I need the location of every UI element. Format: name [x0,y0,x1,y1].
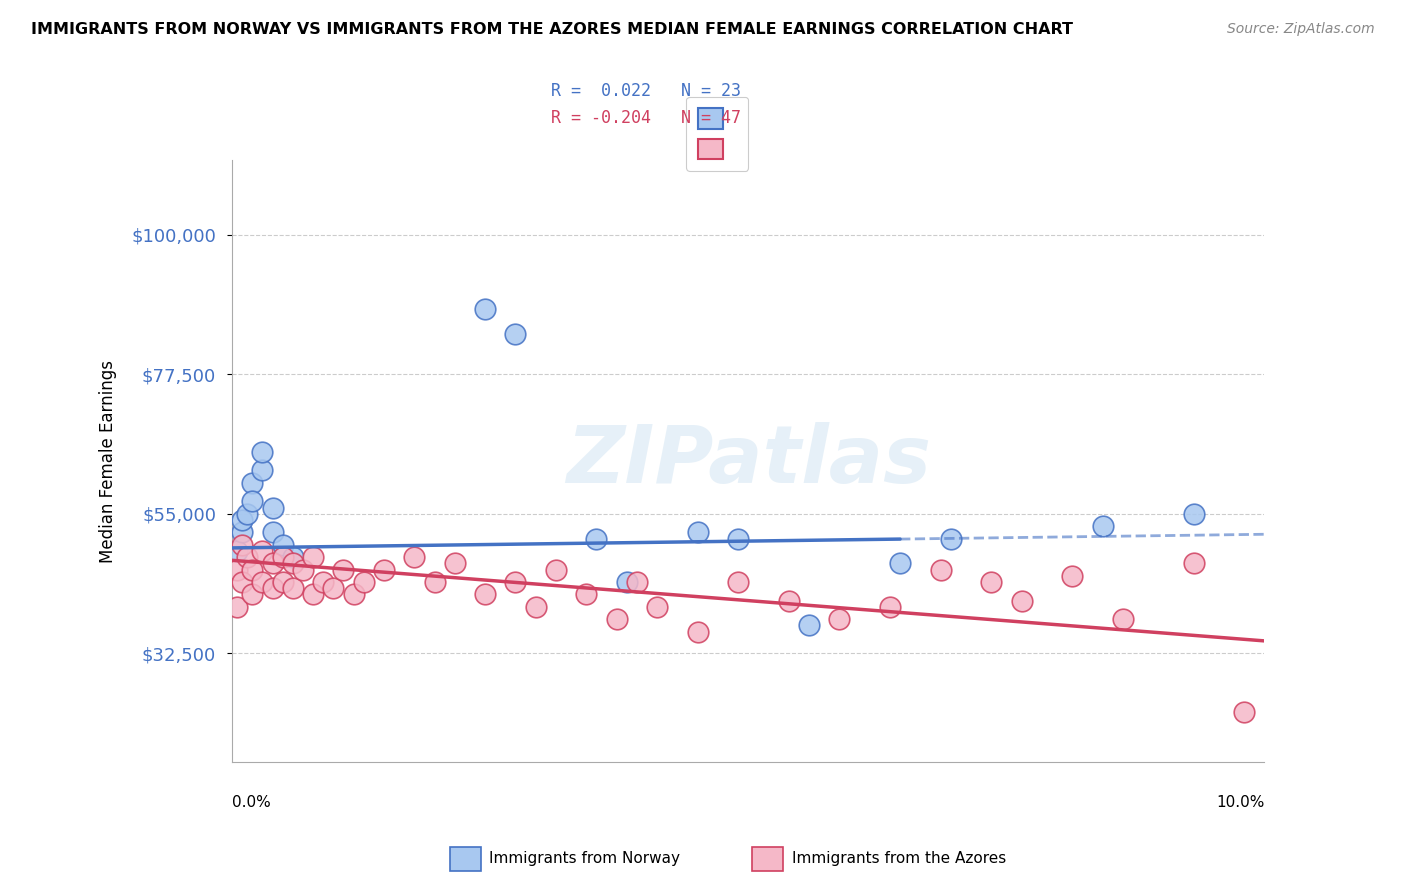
Point [231,513,253,527]
Text: 10.0%: 10.0% [1216,795,1264,810]
Point [727,574,749,589]
Point [616,574,638,589]
Point [474,302,496,317]
Text: Immigrants from the Azores: Immigrants from the Azores [792,851,1005,865]
Point [939,532,962,546]
Point [544,563,567,577]
Point [231,525,253,540]
Point [240,587,263,601]
Point [332,563,354,577]
Point [828,612,851,626]
Point [524,599,547,614]
Point [281,550,304,565]
Point [302,587,325,601]
Point [686,525,709,540]
Text: Immigrants from Norway: Immigrants from Norway [489,851,681,865]
Point [645,599,668,614]
Point [302,550,325,565]
Text: R =  0.022   N = 23: R = 0.022 N = 23 [551,82,741,100]
Point [727,532,749,546]
Point [252,463,274,477]
Point [231,574,253,589]
Point [342,587,364,601]
Point [236,507,259,521]
Point [505,326,527,341]
Point [281,581,304,595]
Point [1091,519,1114,533]
Point [1182,557,1205,571]
Point [423,574,446,589]
Point [980,574,1002,589]
Point [252,445,274,459]
Point [262,500,284,515]
Point [226,544,249,558]
Point [252,544,274,558]
Point [353,574,375,589]
Point [226,563,249,577]
Point [505,574,527,589]
Point [575,587,598,601]
Point [271,538,294,552]
Point [252,574,274,589]
Point [291,563,314,577]
Point [443,557,465,571]
Point [929,563,952,577]
Point [240,563,263,577]
Point [1062,569,1084,583]
Text: R = -0.204   N = 47: R = -0.204 N = 47 [551,109,741,127]
Y-axis label: Median Female Earnings: Median Female Earnings [100,359,117,563]
Point [797,618,820,632]
Point [1112,612,1135,626]
Point [322,581,344,595]
Point [271,574,294,589]
Point [312,574,335,589]
Point [236,550,259,565]
Point [281,557,304,571]
Text: IMMIGRANTS FROM NORWAY VS IMMIGRANTS FROM THE AZORES MEDIAN FEMALE EARNINGS CORR: IMMIGRANTS FROM NORWAY VS IMMIGRANTS FRO… [31,22,1073,37]
Point [686,624,709,639]
Point [606,612,628,626]
Point [240,475,263,490]
Point [626,574,648,589]
Point [1233,705,1256,719]
Point [474,587,496,601]
Point [585,532,607,546]
Point [404,550,426,565]
Point [271,550,294,565]
Text: ZIPatlas: ZIPatlas [565,422,931,500]
Point [373,563,395,577]
Point [262,525,284,540]
Point [226,599,249,614]
Text: Source: ZipAtlas.com: Source: ZipAtlas.com [1227,22,1375,37]
Text: 0.0%: 0.0% [232,795,271,810]
Point [879,599,901,614]
Point [262,557,284,571]
Point [889,557,911,571]
Point [231,538,253,552]
Point [1011,593,1033,607]
Point [1182,507,1205,521]
Point [240,494,263,508]
Point [262,581,284,595]
Legend: , : , [686,96,748,170]
Point [778,593,800,607]
